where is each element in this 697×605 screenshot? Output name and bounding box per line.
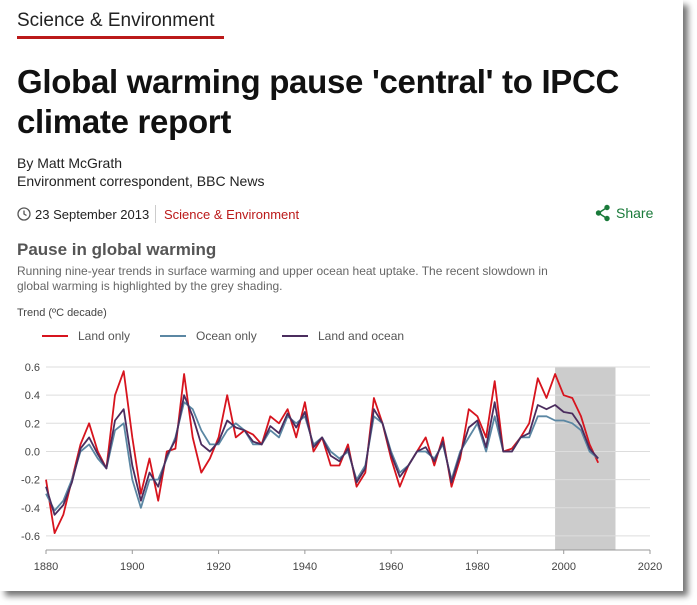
article-page: Science & Environment Global warming pau…	[17, 10, 663, 573]
y-axis-label: Trend (ºC decade)	[17, 307, 107, 319]
x-tick-label: 1980	[465, 561, 489, 573]
byline: By Matt McGrath	[17, 155, 123, 171]
y-tick-label: -0.6	[21, 531, 40, 543]
chart: Pause in global warming Running nine-year…	[17, 240, 662, 573]
chart-title: Pause in global warming	[17, 240, 216, 259]
x-tick-label: 1940	[293, 561, 317, 573]
series-line	[45, 401, 599, 512]
y-tick-label: 0.0	[25, 446, 40, 458]
chart-subtitle: Running nine-year trends in surface warm…	[17, 264, 548, 293]
y-tick-label: -0.2	[21, 475, 40, 487]
x-tick-label: 2020	[638, 561, 662, 573]
x-tick-label: 1880	[34, 561, 58, 573]
series-line	[45, 394, 599, 516]
date: 23 September 2013	[35, 207, 150, 222]
legend-label: Land and ocean	[318, 329, 404, 343]
x-tick-label: 1960	[379, 561, 403, 573]
x-tick-label: 1900	[120, 561, 144, 573]
y-tick-label: -0.4	[21, 503, 40, 515]
shaded-period	[555, 367, 616, 550]
x-tick-label: 2000	[551, 561, 575, 573]
headline: Global warming pause 'central' to IPCC c…	[17, 63, 620, 140]
separator	[155, 205, 156, 223]
y-tick-label: 0.4	[25, 390, 40, 402]
share-icon[interactable]	[595, 204, 611, 222]
section-link[interactable]: Science & Environment	[164, 207, 300, 222]
y-tick-label: 0.2	[25, 418, 40, 430]
legend-label: Land only	[78, 329, 130, 343]
clock-icon	[17, 207, 31, 221]
share-button[interactable]: Share	[616, 205, 654, 221]
author-role: Environment correspondent, BBC News	[17, 173, 265, 189]
x-tick-label: 1920	[206, 561, 230, 573]
section-rule	[17, 36, 224, 39]
legend-label: Ocean only	[196, 329, 257, 343]
section-title[interactable]: Science & Environment	[17, 10, 215, 31]
y-tick-label: 0.6	[25, 362, 40, 374]
